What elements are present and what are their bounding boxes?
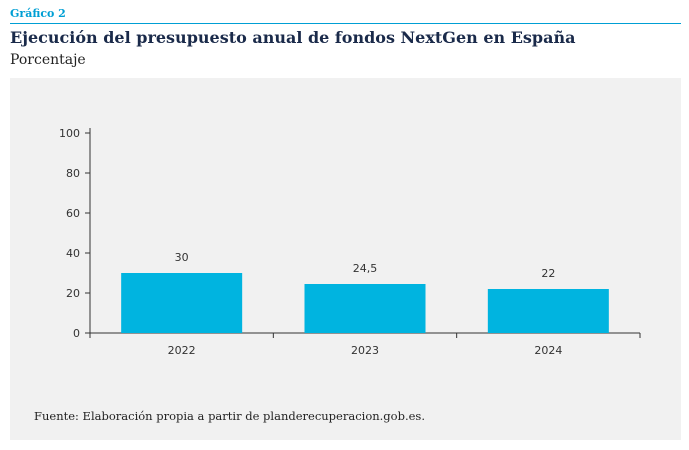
y-tick-label: 60 (66, 207, 80, 220)
bar-2023 (304, 284, 426, 333)
chart-subtitle: Porcentaje (10, 52, 86, 68)
bar-2024 (487, 289, 609, 333)
y-tick-label: 80 (66, 167, 80, 180)
x-tick-label-2024: 2024 (534, 344, 562, 357)
chart-title: Ejecución del presupuesto anual de fondo… (10, 28, 576, 47)
data-label-2023: 24,5 (353, 262, 378, 275)
y-tick-label: 40 (66, 247, 80, 260)
bar-2022 (121, 273, 243, 333)
chart-number-label: Gráfico 2 (10, 7, 66, 20)
source-note: Fuente: Elaboración propia a partir de p… (34, 409, 425, 423)
y-tick-label: 0 (73, 327, 80, 340)
y-tick-label: 20 (66, 287, 80, 300)
x-tick-label-2023: 2023 (351, 344, 379, 357)
bar-chart: 0 20 40 60 80 100 30 2022 24,5 2023 22 2024 (59, 127, 641, 357)
chart-panel: 0 20 40 60 80 100 30 2022 24,5 2023 22 2024 Fuente:… (10, 78, 681, 440)
data-label-2022: 30 (175, 251, 189, 264)
data-label-2024: 22 (541, 267, 555, 280)
y-tick-label: 100 (59, 127, 80, 140)
x-tick-label-2022: 2022 (168, 344, 196, 357)
header-rule (10, 23, 681, 24)
